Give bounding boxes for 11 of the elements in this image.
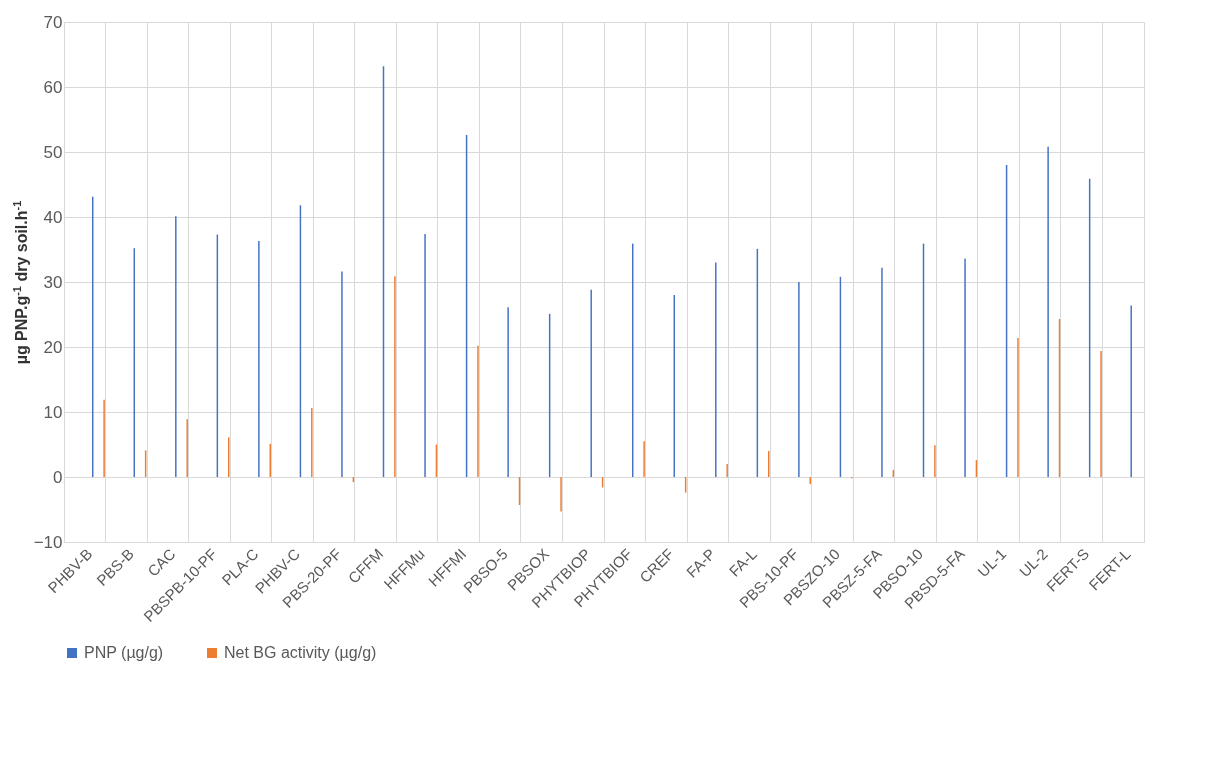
y-tick-label: 30 [43, 272, 63, 292]
y-tick-label: 0 [53, 467, 63, 487]
y-tick-label: 10 [43, 402, 63, 422]
y-tick-label: 40 [43, 207, 63, 227]
legend-label: Net BG activity (µg/g) [224, 644, 377, 661]
y-tick-label: 50 [43, 142, 63, 162]
y-tick-label: 70 [43, 12, 63, 32]
y-tick-label: 60 [43, 77, 63, 97]
y-tick-label: −10 [33, 532, 63, 552]
legend-label: PNP (µg/g) [84, 644, 164, 661]
y-tick-label: 20 [43, 337, 63, 357]
